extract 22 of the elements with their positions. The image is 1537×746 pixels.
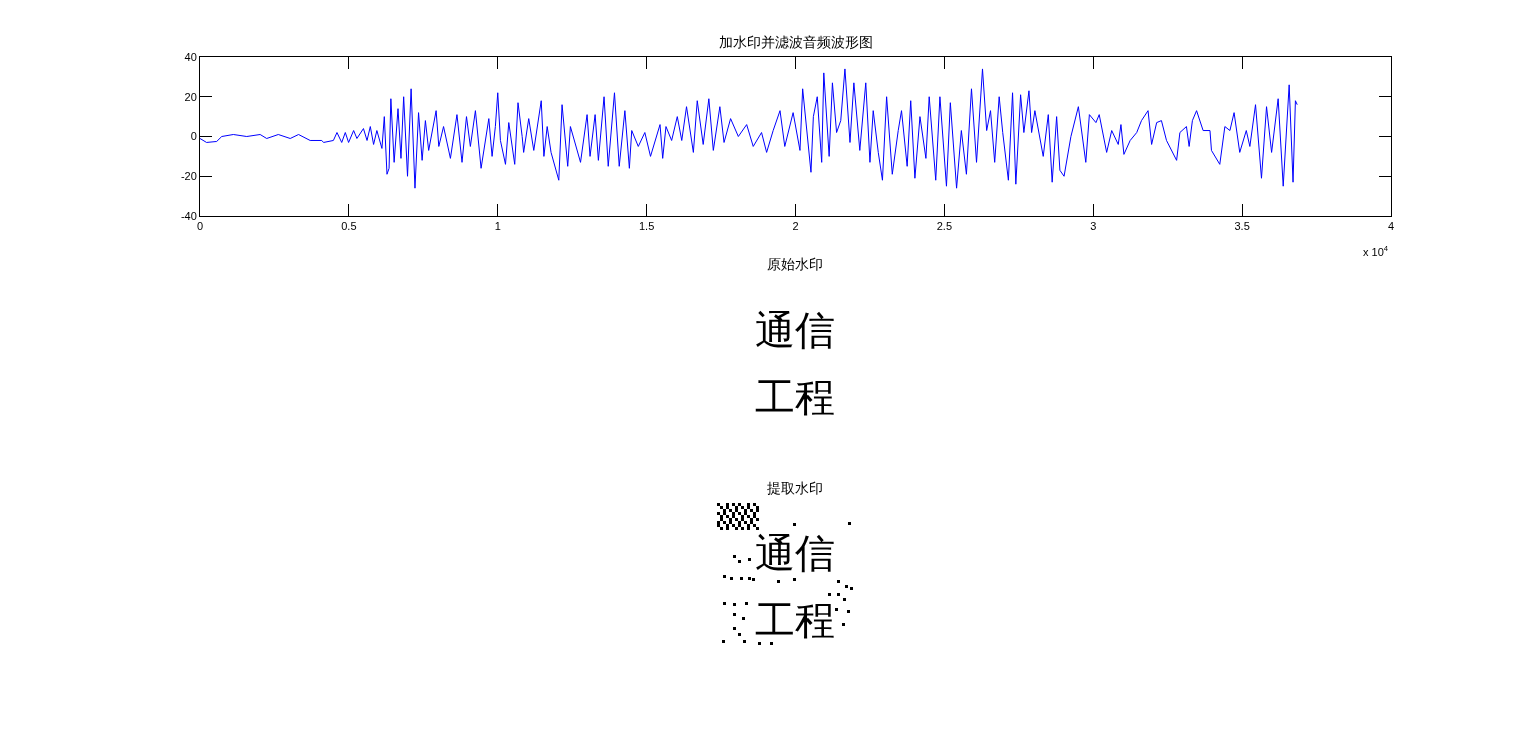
text: 原始水印 <box>767 256 823 272</box>
text: 工程 <box>755 597 835 643</box>
y-tick-label: -40 <box>180 209 197 222</box>
x-tick-label: 3 <box>1090 220 1097 233</box>
text: 通信 <box>755 307 835 353</box>
x-tick-label: 3.5 <box>1234 220 1250 233</box>
y-tick-label: 40 <box>184 50 197 63</box>
x-tick-label: 1.5 <box>638 220 655 233</box>
text: 工程 <box>755 374 835 420</box>
y-tick-label: 0 <box>190 130 197 143</box>
x-tick-label: 4 <box>1387 220 1395 233</box>
x-tick-label: 0.5 <box>341 220 357 233</box>
x-tick-label: 2 <box>792 220 799 233</box>
y-tick-label: -20 <box>180 170 197 183</box>
text: 提取水印 <box>767 480 823 496</box>
chart-title: 加水印并滤波音频波形图 <box>718 33 873 50</box>
x-tick-label: 1 <box>494 220 501 233</box>
text: 通信 <box>755 530 835 576</box>
y-tick-label: 20 <box>184 90 197 103</box>
text: x 10$^{4}$ <box>1363 244 1389 258</box>
line-series <box>200 68 1298 189</box>
x-tick-label: 2.5 <box>936 220 953 233</box>
